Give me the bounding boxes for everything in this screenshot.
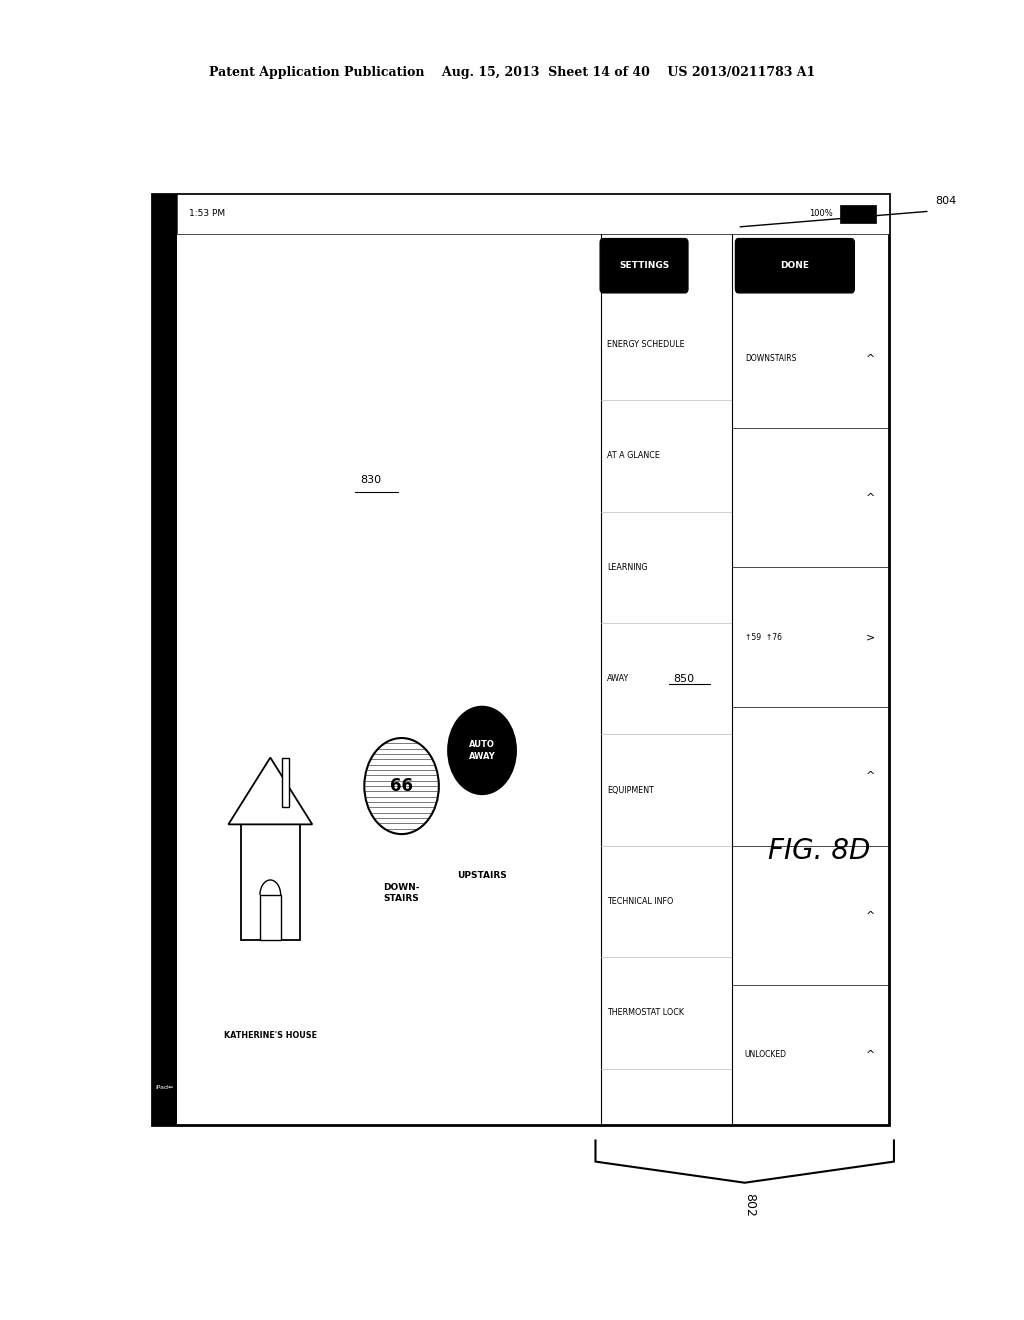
Circle shape [449,706,516,795]
Text: ^: ^ [865,354,874,363]
Text: EQUIPMENT: EQUIPMENT [607,785,654,795]
Text: KATHERINE'S HOUSE: KATHERINE'S HOUSE [224,1031,316,1040]
Text: ENERGY SCHEDULE: ENERGY SCHEDULE [607,341,685,348]
Text: 804: 804 [935,195,956,206]
Text: FIG. 8D: FIG. 8D [768,837,870,866]
FancyBboxPatch shape [600,239,688,293]
Text: 802: 802 [743,1193,757,1217]
Polygon shape [228,758,312,825]
Text: ^: ^ [865,492,874,503]
Text: 830: 830 [360,475,381,486]
Circle shape [365,738,439,834]
Text: 1:53 PM: 1:53 PM [189,210,225,218]
Text: THERMOSTAT LOCK: THERMOSTAT LOCK [607,1008,684,1018]
Text: iPad⇐: iPad⇐ [156,1085,173,1090]
Text: ^: ^ [865,771,874,781]
Text: AT A GLANCE: AT A GLANCE [607,451,660,461]
Text: UNLOCKED: UNLOCKED [744,1051,786,1060]
Text: DONE: DONE [780,261,809,271]
Text: LEARNING: LEARNING [607,562,648,572]
Text: ^: ^ [865,1049,874,1060]
Text: DOWNSTAIRS: DOWNSTAIRS [744,354,797,363]
Text: DOWN-
STAIRS: DOWN- STAIRS [383,883,420,903]
Text: SETTINGS: SETTINGS [618,261,669,271]
Text: Patent Application Publication    Aug. 15, 2013  Sheet 14 of 40    US 2013/02117: Patent Application Publication Aug. 15, … [209,66,815,79]
Text: 100%: 100% [809,210,833,218]
Bar [241,825,300,940]
FancyBboxPatch shape [735,239,854,293]
Bar [840,205,876,223]
Text: >: > [865,632,874,642]
Text: 850: 850 [673,673,694,684]
Text: ↑59  ↑76: ↑59 ↑76 [744,632,781,642]
Bar [177,194,889,234]
Bar [283,758,290,807]
Bar [152,194,889,1125]
Text: ^: ^ [865,911,874,921]
Bar [260,895,281,940]
Text: 66: 66 [390,777,413,795]
Text: TECHNICAL INFO: TECHNICAL INFO [607,898,674,906]
Bar [152,194,177,1125]
Text: AUTO
AWAY: AUTO AWAY [469,741,496,760]
Text: UPSTAIRS: UPSTAIRS [457,871,507,879]
Text: AWAY: AWAY [607,675,630,684]
